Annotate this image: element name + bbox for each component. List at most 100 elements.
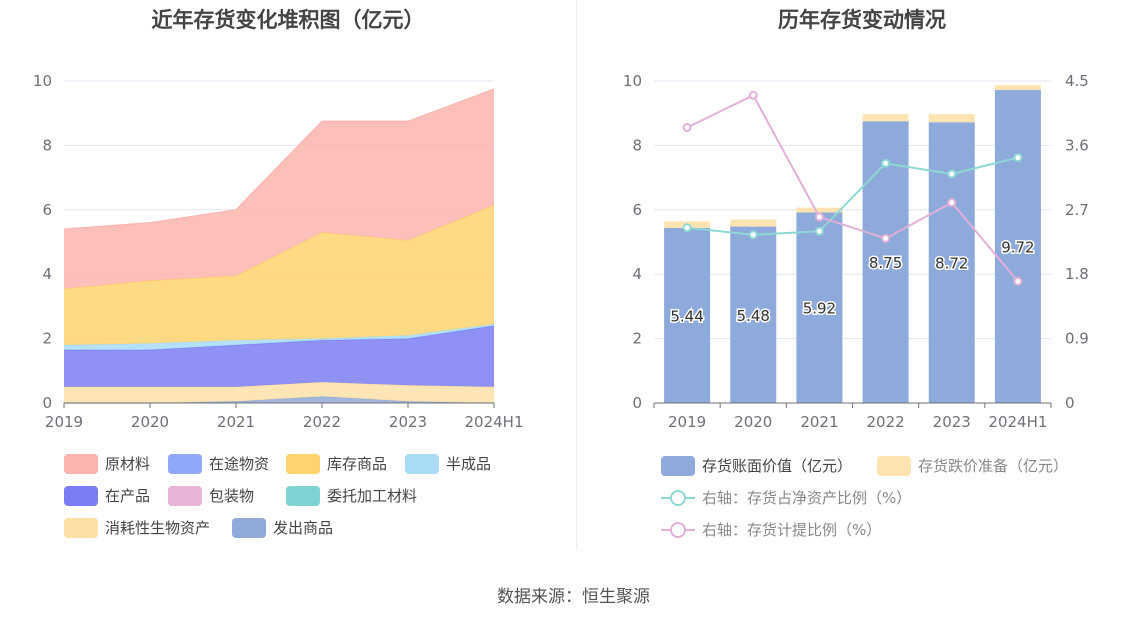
- bar-book-value: [730, 226, 777, 403]
- legend-item[interactable]: 原材料: [64, 453, 150, 474]
- legend-item[interactable]: 右轴：存货计提比例（%）: [661, 519, 881, 540]
- line-ratio: [686, 156, 1019, 236]
- legend-item[interactable]: 在途物资: [168, 453, 269, 474]
- y2-tick-label: 3.6: [1065, 136, 1089, 154]
- legend-swatch: [232, 517, 266, 538]
- x-tick-label: 2019: [45, 413, 83, 431]
- legend-label: 右轴：存货计提比例（%）: [702, 521, 882, 539]
- legend-label: 在途物资: [209, 455, 270, 473]
- legend-swatch: [286, 453, 320, 474]
- left-chart-panel: 近年存货变化堆积图（亿元） 0 2 4 6 8 10 2019 2020 2021 2022 202…: [0, 0, 576, 550]
- bar-value-label: 8.75: [869, 254, 902, 272]
- area-series-8: [64, 396, 494, 403]
- legend-swatch: [64, 453, 98, 474]
- legend-swatch: [877, 455, 911, 476]
- bar-book-value: [928, 122, 975, 403]
- line-provision-point: [881, 233, 891, 243]
- legend-label: 右轴：存货占净资产比例（%）: [702, 489, 912, 507]
- bar-line-chart: 0 0 2 0.9 4 1.8 6 2.7 8 3.6 10 4.5 5.44 5.48 5.92 8.75 8…: [623, 72, 1089, 431]
- bar-book-value: [994, 90, 1041, 404]
- legend-label: 存货账面价值（亿元）: [702, 457, 853, 475]
- x-tick-label: 2022: [866, 413, 904, 431]
- legend-swatch: [64, 485, 98, 506]
- y2-tick-label: 2.7: [1065, 201, 1089, 219]
- x-tick-label: 2024H1: [988, 413, 1047, 431]
- y-tick-label: 6: [42, 201, 52, 219]
- legend-item[interactable]: 半成品: [405, 453, 491, 474]
- x-tick-label: 2023: [933, 413, 971, 431]
- line-provision-point: [947, 198, 957, 208]
- legend-label: 存货跌价准备（亿元）: [918, 457, 1069, 475]
- legend-item[interactable]: 存货账面价值（亿元）: [661, 455, 852, 476]
- legend-item[interactable]: 在产品: [64, 485, 150, 506]
- legend-item[interactable]: 委托加工材料: [286, 485, 417, 506]
- line-ratio-point: [947, 169, 957, 179]
- x-tick-label: 2024H1: [465, 413, 524, 431]
- area-series-4: [64, 325, 494, 387]
- x-tick-label: 2019: [668, 413, 706, 431]
- x-tick-label: 2023: [389, 413, 427, 431]
- line-provision-point: [748, 90, 758, 100]
- line-ratio-point: [748, 230, 758, 240]
- bar-reserve: [994, 85, 1041, 91]
- bar-reserve: [796, 207, 843, 213]
- area-series-3: [64, 324, 494, 350]
- right-chart-panel: 历年存货变动情况 0 0 2 0.9 4 1.8 6 2.7 8 3.6 10 4.5 5.44 5.48…: [577, 0, 1147, 550]
- area-series-edge-0: [63, 88, 495, 230]
- legend-label: 消耗性生物资产: [105, 519, 211, 537]
- x-tick-label: 2021: [217, 413, 255, 431]
- y-tick-label: 4: [42, 265, 52, 283]
- legend-swatch: [168, 485, 202, 506]
- y-tick-label: 6: [632, 201, 642, 219]
- legend-swatch: [168, 453, 202, 474]
- legend-label: 在产品: [105, 487, 151, 505]
- legend-label: 原材料: [105, 455, 151, 473]
- line-ratio-point: [881, 158, 891, 168]
- bar-book-value: [796, 212, 843, 403]
- stacked-area-chart: 0 2 4 6 8 10 2019 2020 2021 2022 2023 2024H1: [33, 72, 524, 431]
- legend-swatch: [286, 485, 320, 506]
- legend-item[interactable]: 消耗性生物资产: [64, 517, 210, 538]
- legend-swatch: [405, 453, 439, 474]
- legend-swatch: [661, 488, 695, 508]
- line-provision-point: [814, 212, 824, 222]
- legend-label: 半成品: [446, 455, 492, 473]
- legend-swatch: [661, 520, 695, 540]
- legend-item[interactable]: 存货跌价准备（亿元）: [877, 455, 1068, 476]
- y-tick-label: 10: [33, 72, 52, 90]
- bar-value-label: 8.72: [935, 255, 968, 273]
- legend-item[interactable]: 右轴：存货占净资产比例（%）: [661, 487, 911, 508]
- bar-reserve: [730, 219, 777, 227]
- line-ratio-point: [814, 226, 824, 236]
- line-provision-point: [682, 123, 692, 133]
- y-tick-label: 10: [623, 72, 642, 90]
- bar-value-label: 9.72: [1001, 239, 1034, 257]
- y2-tick-label: 0.9: [1065, 330, 1089, 348]
- legend-label: 发出商品: [273, 519, 334, 537]
- y-tick-label: 2: [632, 330, 642, 348]
- x-tick-label: 2021: [800, 413, 838, 431]
- legend-item[interactable]: 发出商品: [232, 517, 333, 538]
- panel-divider: [576, 0, 577, 550]
- x-tick-label: 2020: [131, 413, 169, 431]
- bar-reserve: [862, 114, 909, 122]
- bar-book-value: [664, 227, 711, 403]
- line-ratio-point: [1013, 153, 1023, 163]
- bar-value-label: 5.44: [670, 307, 703, 325]
- legend-item[interactable]: 包装物: [168, 485, 254, 506]
- line-provision: [686, 93, 1019, 282]
- x-tick-label: 2020: [734, 413, 772, 431]
- y2-tick-label: 1.8: [1065, 265, 1089, 283]
- y-tick-label: 0: [632, 394, 642, 412]
- legend-item[interactable]: 库存商品: [286, 453, 387, 474]
- left-chart-title: 近年存货变化堆积图（亿元）: [151, 8, 425, 32]
- line-provision-point: [1013, 276, 1023, 286]
- legend-label: 包装物: [209, 487, 255, 505]
- area-series-0: [64, 89, 494, 289]
- x-tick-label: 2022: [303, 413, 341, 431]
- legend-swatch: [661, 455, 695, 476]
- y-tick-label: 4: [632, 265, 642, 283]
- y-tick-label: 2: [42, 330, 52, 348]
- line-ratio-point: [682, 223, 692, 233]
- right-chart-title: 历年存货变动情况: [778, 8, 946, 32]
